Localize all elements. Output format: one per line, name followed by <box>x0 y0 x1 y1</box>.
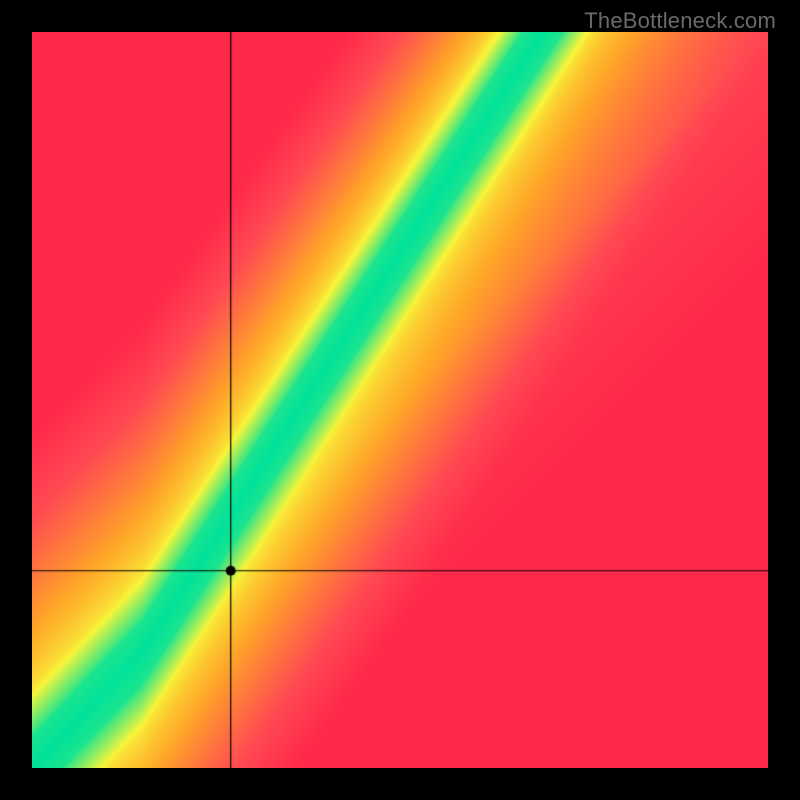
heatmap-canvas <box>32 32 768 768</box>
watermark-text: TheBottleneck.com <box>584 8 776 34</box>
bottleneck-heatmap <box>32 32 768 768</box>
